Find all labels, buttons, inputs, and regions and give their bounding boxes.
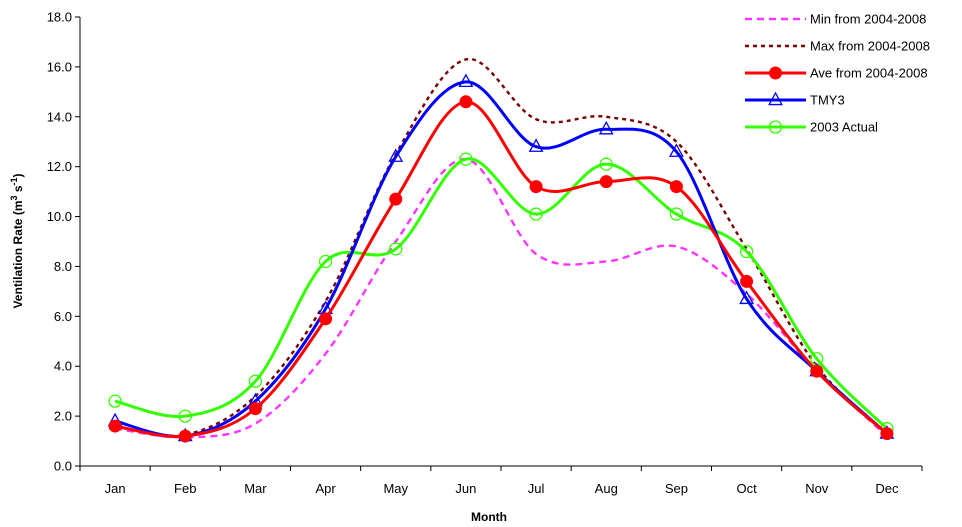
data-point-ave-from-2004-2008 xyxy=(810,364,824,378)
data-point-ave-from-2004-2008 xyxy=(669,180,683,194)
y-axis-title-sup2: -1 xyxy=(9,177,19,185)
data-point-tmy3 xyxy=(458,73,474,88)
data-point-tmy3 xyxy=(669,143,684,157)
y-tick-label: 14.0 xyxy=(47,109,72,124)
series-max-from-2004-2008 xyxy=(114,58,888,438)
data-point-2003-actual xyxy=(248,374,263,388)
legend-label-max-from-2004-2008: Max from 2004-2008 xyxy=(810,39,930,54)
data-point-tmy3 xyxy=(388,148,404,162)
y-tick-label: 12.0 xyxy=(47,159,72,174)
y-tick-label: 6.0 xyxy=(54,309,72,324)
y-tick-label: 8.0 xyxy=(54,259,72,274)
x-ticks: Jan Feb Mar Apr May Jun Jul Aug Sep Oct Nov Dec xyxy=(79,466,923,496)
series-ave-from-2004-2008 xyxy=(108,95,894,443)
legend-label-2003-actual: 2003 Actual xyxy=(810,120,878,135)
y-tick-label: 10.0 xyxy=(47,209,72,224)
data-point-2003-actual xyxy=(389,242,403,256)
data-point-ave-from-2004-2008 xyxy=(599,175,613,189)
series-line-max-from-2004-2008 xyxy=(114,58,888,438)
data-point-2003-actual xyxy=(669,207,684,221)
x-tick-label: Sep xyxy=(665,481,688,496)
data-point-2003-actual xyxy=(529,207,543,221)
legend-item-ave-from-2004-2008: Ave from 2004-2008 xyxy=(745,66,928,81)
data-point-ave-from-2004-2008 xyxy=(389,192,403,206)
legend-label-ave-from-2004-2008: Ave from 2004-2008 xyxy=(810,66,928,81)
data-point-2003-actual xyxy=(178,409,192,423)
x-tick-label: Oct xyxy=(736,481,757,496)
data-point-ave-from-2004-2008 xyxy=(319,312,333,326)
legend-marker-2003-actual xyxy=(768,120,783,134)
data-point-ave-from-2004-2008 xyxy=(880,427,894,441)
legend-item-min-from-2004-2008: Min from 2004-2008 xyxy=(745,12,926,27)
series-tmy3 xyxy=(107,73,895,442)
legend-marker-ave-from-2004-2008 xyxy=(769,66,782,80)
legend-item-tmy3: TMY3 xyxy=(745,91,845,108)
y-tick-label: 4.0 xyxy=(54,359,72,374)
data-point-tmy3 xyxy=(739,290,754,305)
data-point-tmy3 xyxy=(598,120,614,135)
series-layer xyxy=(107,58,895,443)
legend-item-2003-actual: 2003 Actual xyxy=(745,120,878,135)
data-point-2003-actual xyxy=(108,394,122,408)
legend: Min from 2004-2008 Max from 2004-2008 Ave … xyxy=(745,12,930,135)
legend-marker-tmy3 xyxy=(768,91,783,106)
x-tick-label: Jan xyxy=(105,481,126,496)
data-point-ave-from-2004-2008 xyxy=(529,180,543,194)
y-axis-title-sup1: 3 xyxy=(9,195,19,200)
series-line-tmy3 xyxy=(114,80,888,439)
series-min-from-2004-2008 xyxy=(114,157,888,439)
x-tick-label: Feb xyxy=(174,481,196,496)
data-point-2003-actual xyxy=(318,254,333,269)
series-line-min-from-2004-2008 xyxy=(114,157,888,439)
y-axis-title-main: Ventilation Rate (m xyxy=(11,201,25,309)
x-tick-label: Nov xyxy=(805,481,829,496)
x-tick-label: Jun xyxy=(455,481,476,496)
x-tick-label: Dec xyxy=(875,481,899,496)
y-tick-label: 16.0 xyxy=(47,59,72,74)
data-point-tmy3 xyxy=(528,138,544,152)
y-tick-label: 0.0 xyxy=(54,459,72,474)
series-line-2003-actual xyxy=(114,157,888,430)
y-axis-title-mid: s xyxy=(11,185,25,195)
data-point-ave-from-2004-2008 xyxy=(459,95,473,109)
data-point-2003-actual xyxy=(599,157,613,171)
x-tick-label: Mar xyxy=(244,481,267,496)
y-tick-label: 2.0 xyxy=(54,409,72,424)
legend-label-tmy3: TMY3 xyxy=(810,93,845,108)
y-tick-label: 18.0 xyxy=(47,10,72,25)
x-axis-title: Month xyxy=(471,510,507,524)
legend-item-max-from-2004-2008: Max from 2004-2008 xyxy=(745,39,930,54)
y-ticks: 0.0 2.0 4.0 6.0 8.0 10.0 12.0 14.0 16.0 18.0 xyxy=(47,10,80,474)
x-tick-label: Aug xyxy=(595,481,618,496)
x-tick-label: May xyxy=(383,481,408,496)
data-point-ave-from-2004-2008 xyxy=(740,274,754,288)
series-2003-actual xyxy=(108,152,894,436)
data-point-ave-from-2004-2008 xyxy=(248,402,262,416)
series-line-ave-from-2004-2008 xyxy=(114,100,888,439)
data-point-ave-from-2004-2008 xyxy=(178,429,192,443)
y-axis-title: Ventilation Rate (m3 s-1) xyxy=(9,173,25,308)
x-tick-label: Apr xyxy=(315,481,336,496)
data-point-2003-actual xyxy=(739,244,754,259)
legend-label-min-from-2004-2008: Min from 2004-2008 xyxy=(810,12,926,27)
x-tick-label: Jul xyxy=(528,481,545,496)
y-axis-title-end: ) xyxy=(11,173,25,177)
data-point-ave-from-2004-2008 xyxy=(108,419,122,433)
data-point-2003-actual xyxy=(459,152,473,166)
axes xyxy=(79,17,922,467)
